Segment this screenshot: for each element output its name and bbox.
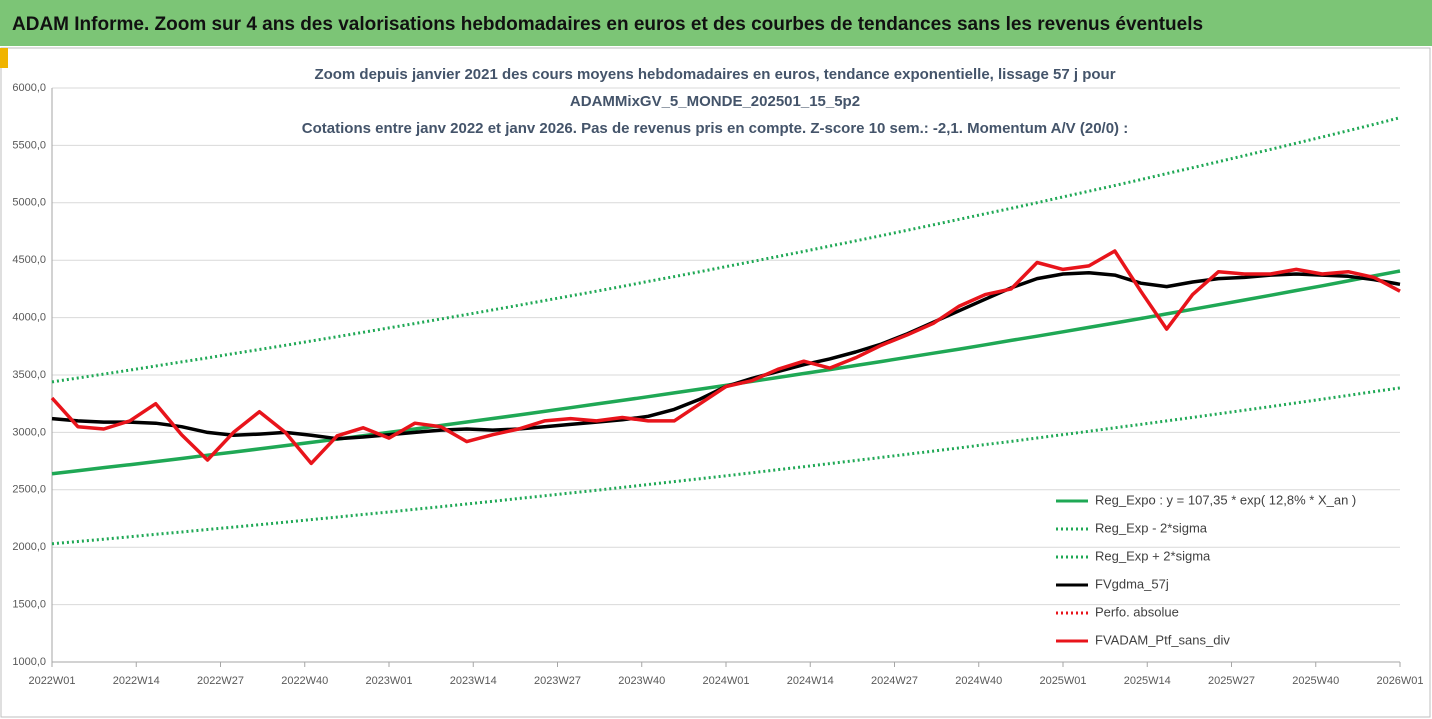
x-tick-label: 2024W27 (871, 675, 918, 687)
accent (0, 48, 8, 68)
legend-label: FVADAM_Ptf_sans_div (1095, 632, 1230, 647)
chart-title: ADAMMixGV_5_MONDE_202501_15_5p2 (570, 93, 860, 110)
legend-label: Reg_Exp - 2*sigma (1095, 520, 1208, 535)
x-tick-label: 2022W40 (281, 675, 328, 687)
y-tick-label: 4500,0 (12, 254, 46, 266)
y-tick-label: 3500,0 (12, 369, 46, 381)
y-tick-label: 1000,0 (12, 656, 46, 668)
x-tick-label: 2025W01 (1039, 675, 1086, 687)
series-line (50, 249, 1401, 466)
x-tick-label: 2023W01 (365, 675, 412, 687)
chart-title: Cotations entre janv 2022 et janv 2026. … (302, 120, 1128, 137)
x-tick-label: 2023W27 (534, 675, 581, 687)
chart-title: Zoom depuis janvier 2021 des cours moyen… (314, 66, 1115, 83)
y-tick-label: 5000,0 (12, 197, 46, 209)
x-tick-label: 2023W40 (618, 675, 665, 687)
y-tick-label: 5500,0 (12, 139, 46, 151)
y-tick-label: 3000,0 (12, 426, 46, 438)
header-title: ADAM Informe. Zoom sur 4 ans des valoris… (12, 14, 1203, 35)
x-tick-label: 2025W40 (1292, 675, 1339, 687)
x-tick-label: 2025W27 (1208, 675, 1255, 687)
y-tick-label: 2000,0 (12, 541, 46, 553)
series-line (51, 386, 1401, 546)
header-banner (0, 0, 1432, 46)
x-tick-label: 2025W14 (1124, 675, 1171, 687)
x-tick-label: 2026W01 (1376, 675, 1423, 687)
legend-label: FVgdma_57j (1095, 576, 1169, 591)
legend-label: Reg_Exp + 2*sigma (1095, 548, 1211, 563)
x-tick-label: 2022W01 (28, 675, 75, 687)
chart-frame (0, 47, 1431, 718)
y-tick-label: 2500,0 (12, 484, 46, 496)
y-tick-label: 6000,0 (12, 82, 46, 94)
x-tick-label: 2022W14 (113, 675, 160, 687)
x-tick-label: 2024W14 (787, 675, 834, 687)
x-tick-label: 2022W27 (197, 675, 244, 687)
y-tick-label: 4000,0 (12, 312, 46, 324)
x-tick-label: 2023W14 (450, 675, 497, 687)
x-tick-label: 2024W40 (955, 675, 1002, 687)
x-tick-label: 2024W01 (702, 675, 749, 687)
legend-label: Reg_Expo : y = 107,35 * exp( 12,8% * X_a… (1095, 492, 1356, 507)
legend-label: Perfo. absolue (1095, 604, 1179, 619)
y-tick-label: 1500,0 (12, 599, 46, 611)
